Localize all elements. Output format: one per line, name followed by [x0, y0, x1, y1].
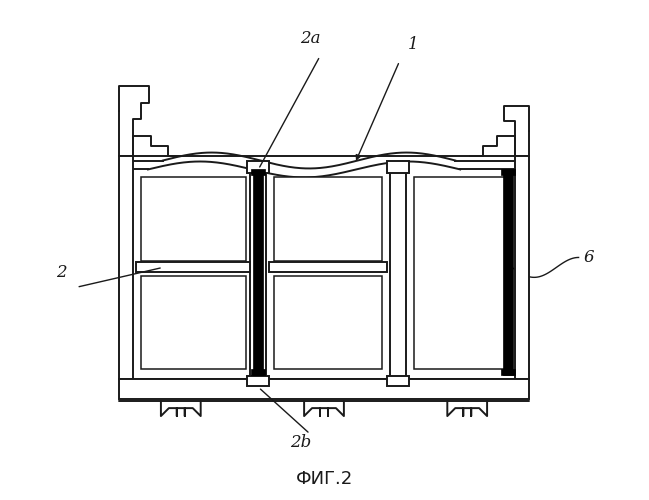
- Bar: [253, 174, 263, 376]
- Bar: [501, 370, 515, 376]
- Bar: [413, 178, 511, 370]
- Bar: [275, 276, 382, 370]
- Bar: [141, 178, 247, 262]
- Bar: [515, 156, 529, 380]
- Bar: [247, 376, 269, 386]
- Bar: [247, 160, 269, 173]
- Bar: [251, 172, 266, 380]
- Bar: [136, 262, 251, 272]
- Bar: [119, 380, 529, 399]
- Text: 6: 6: [583, 250, 594, 266]
- Bar: [387, 376, 408, 386]
- Bar: [389, 172, 406, 380]
- Text: 1: 1: [408, 36, 418, 53]
- Bar: [275, 178, 382, 262]
- Text: 2b: 2b: [290, 434, 312, 451]
- Bar: [251, 170, 265, 175]
- Bar: [501, 170, 515, 175]
- Bar: [387, 160, 408, 173]
- Bar: [251, 370, 265, 376]
- Text: ФИГ.2: ФИГ.2: [295, 470, 352, 488]
- Text: 2: 2: [56, 264, 67, 281]
- Bar: [119, 156, 133, 380]
- Bar: [269, 262, 387, 272]
- Bar: [141, 276, 247, 370]
- Bar: [503, 174, 513, 376]
- Text: 2a: 2a: [300, 30, 321, 47]
